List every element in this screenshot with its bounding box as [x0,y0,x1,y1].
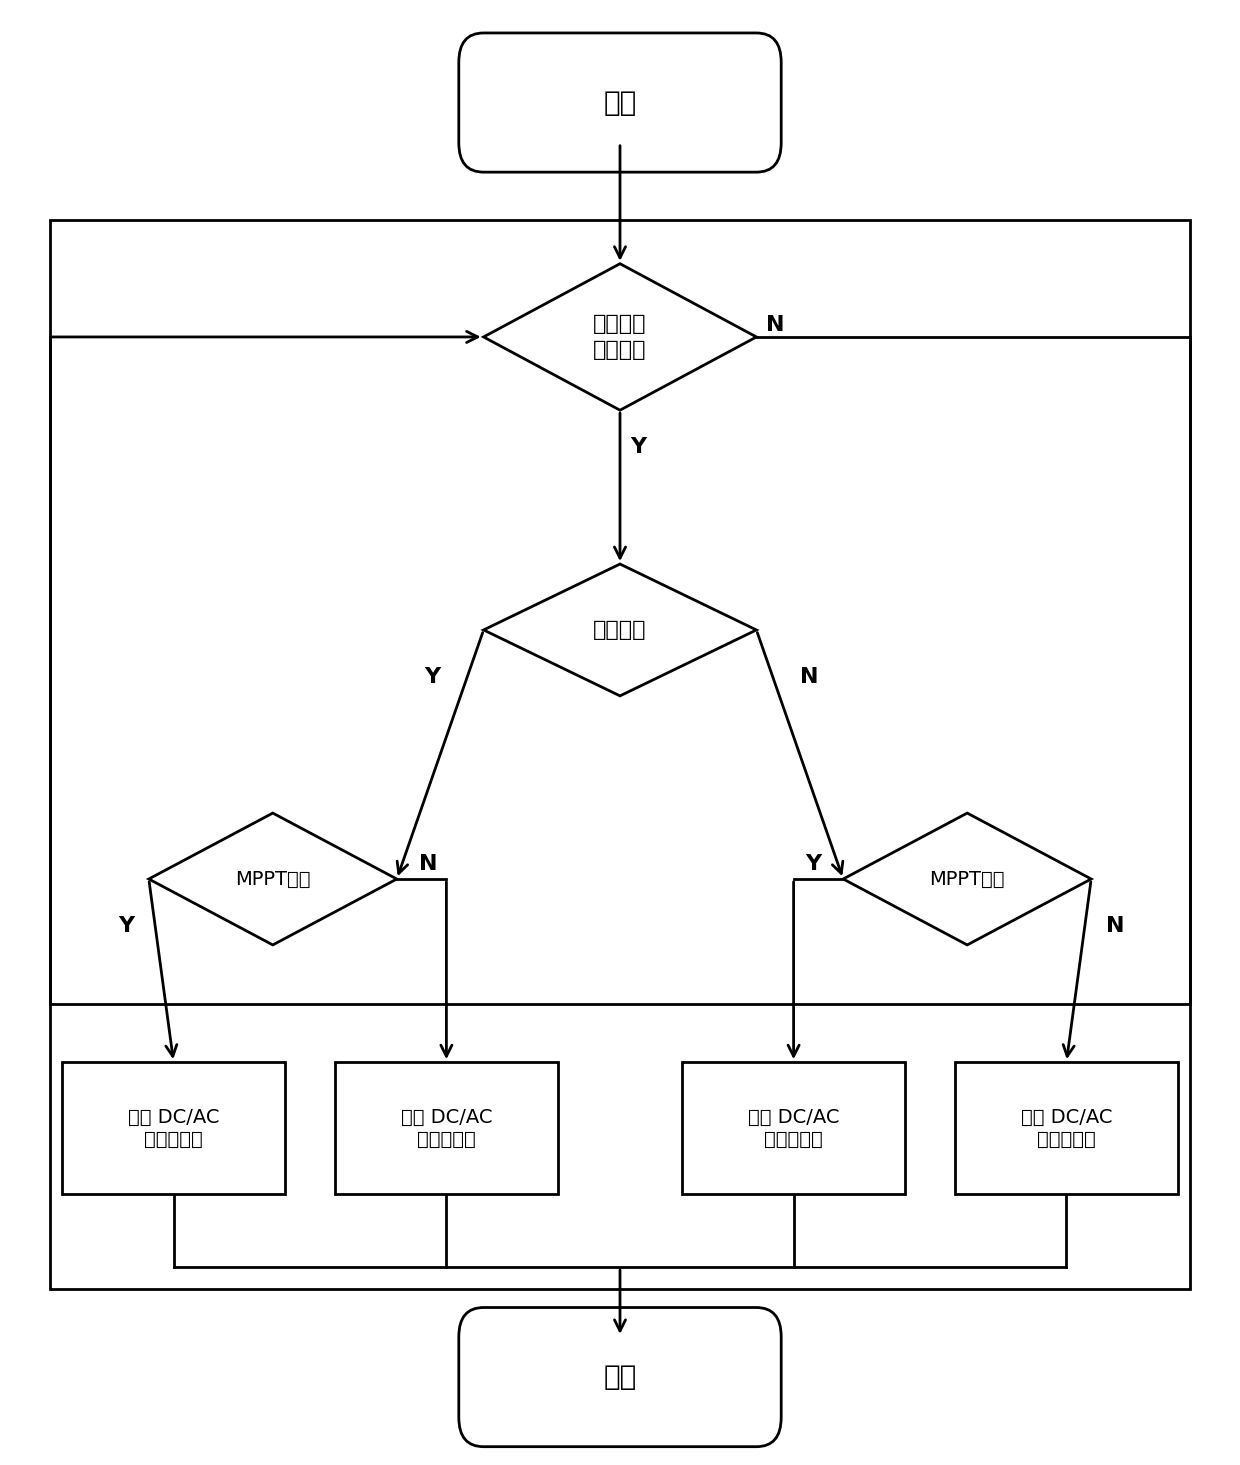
Polygon shape [843,813,1091,945]
Text: MPPT模式: MPPT模式 [236,870,310,888]
Text: 开始: 开始 [604,88,636,117]
FancyBboxPatch shape [955,1062,1178,1194]
Polygon shape [149,813,397,945]
Text: MPPT模式: MPPT模式 [930,870,1004,888]
Text: Y: Y [118,916,134,936]
Text: N: N [419,854,438,875]
FancyBboxPatch shape [335,1062,558,1194]
Text: Y: Y [630,437,646,457]
Text: Y: Y [805,854,821,875]
Text: N: N [1106,916,1125,936]
Text: Y: Y [424,667,440,687]
Polygon shape [484,264,756,410]
Text: N: N [800,667,818,687]
Text: 光伏 DC/AC
变流器调节: 光伏 DC/AC 变流器调节 [1021,1108,1112,1149]
Polygon shape [484,564,756,696]
Text: 光伏 DC/AC
变流器调节: 光伏 DC/AC 变流器调节 [128,1108,219,1149]
Text: 储能 DC/AC
变流器调节: 储能 DC/AC 变流器调节 [748,1108,839,1149]
Text: 储能 DC/AC
变流器调节: 储能 DC/AC 变流器调节 [401,1108,492,1149]
FancyBboxPatch shape [682,1062,905,1194]
Text: 结束: 结束 [604,1362,636,1392]
Text: N: N [766,315,785,335]
Text: 交流母线
电压波动: 交流母线 电压波动 [593,314,647,360]
FancyBboxPatch shape [62,1062,285,1194]
Bar [50,220,1190,1289]
FancyBboxPatch shape [459,34,781,173]
FancyBboxPatch shape [459,1308,781,1447]
Text: 电压偏高: 电压偏高 [593,620,647,640]
